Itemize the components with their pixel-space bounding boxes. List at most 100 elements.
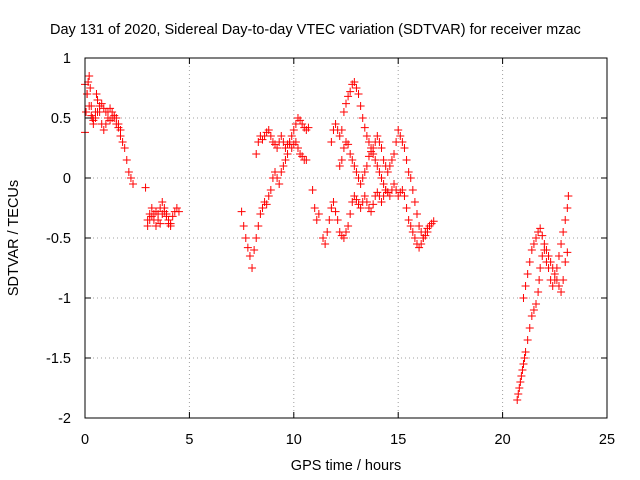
data-point	[323, 228, 332, 236]
data-point	[112, 114, 121, 122]
data-point	[385, 192, 394, 200]
data-point	[542, 246, 551, 254]
data-point	[239, 222, 248, 230]
y-tick-label: -0.5	[46, 231, 71, 247]
x-axis-label: GPS time / hours	[291, 458, 401, 474]
data-point	[350, 162, 359, 170]
data-point	[335, 162, 344, 170]
data-point	[421, 231, 430, 240]
data-point	[344, 222, 353, 230]
data-point	[258, 204, 267, 212]
data-point	[114, 120, 123, 128]
data-point	[550, 270, 559, 278]
data-point	[529, 240, 538, 248]
data-point	[158, 198, 167, 206]
data-point	[174, 207, 183, 216]
data-point	[337, 126, 346, 134]
x-tick-label: 15	[390, 432, 406, 448]
data-point	[377, 198, 386, 206]
y-tick-label: -1	[58, 291, 71, 307]
series-arc-12	[519, 224, 572, 302]
data-point	[373, 162, 382, 170]
data-point	[385, 162, 394, 170]
data-point	[331, 120, 340, 128]
data-point	[321, 240, 330, 248]
data-point	[310, 204, 319, 212]
data-point	[85, 72, 94, 80]
series-arc-07	[252, 126, 311, 164]
data-point	[147, 204, 156, 212]
data-point	[367, 207, 376, 216]
data-point	[356, 204, 365, 212]
y-tick-label: 0	[63, 171, 71, 187]
data-point	[116, 126, 125, 134]
data-point	[410, 234, 419, 242]
data-point	[327, 204, 336, 212]
data-point	[362, 162, 371, 170]
data-point	[86, 84, 95, 92]
data-point	[408, 228, 417, 236]
data-point	[141, 183, 150, 192]
data-point	[93, 96, 102, 104]
data-point	[339, 234, 348, 242]
series-arc-05	[237, 192, 273, 272]
data-point	[350, 78, 359, 86]
data-point	[287, 132, 296, 140]
data-point	[346, 87, 355, 96]
data-point	[557, 288, 566, 296]
x-tick-label: 5	[185, 432, 193, 448]
data-point	[82, 108, 91, 116]
data-point	[532, 234, 541, 242]
data-point	[520, 354, 529, 362]
data-point	[252, 234, 261, 242]
data-point	[369, 200, 378, 209]
data-point	[544, 252, 553, 260]
data-point	[350, 192, 359, 200]
data-point	[266, 132, 275, 140]
data-point	[404, 216, 413, 224]
data-point	[279, 162, 288, 170]
data-point	[354, 200, 363, 209]
data-point	[559, 228, 568, 236]
data-point	[314, 210, 323, 218]
data-point	[273, 144, 282, 152]
data-point	[156, 219, 165, 228]
data-point	[352, 168, 361, 176]
data-point	[398, 186, 407, 194]
data-point	[250, 246, 259, 254]
y-tick-label: 1	[63, 51, 71, 67]
data-point	[383, 188, 392, 197]
data-point	[151, 222, 160, 230]
data-point	[408, 186, 417, 194]
data-point	[348, 198, 357, 206]
data-point	[91, 114, 100, 122]
data-point	[273, 174, 282, 182]
data-point	[281, 156, 290, 164]
data-point	[515, 384, 524, 392]
data-point	[304, 123, 313, 132]
data-point	[383, 168, 392, 176]
data-point	[237, 207, 246, 216]
y-tick-label: -1.5	[46, 351, 71, 367]
data-point	[373, 188, 382, 197]
data-point	[532, 300, 541, 308]
data-point	[352, 84, 361, 92]
data-point	[298, 152, 307, 161]
data-point	[367, 147, 376, 156]
data-point	[564, 192, 573, 200]
data-point	[275, 180, 284, 188]
data-point	[166, 222, 175, 230]
data-point	[561, 258, 570, 266]
y-axis-label: SDTVAR / TECUs	[6, 180, 22, 296]
data-point	[346, 210, 355, 218]
data-point	[339, 144, 348, 152]
data-point	[404, 168, 413, 176]
data-point	[559, 276, 568, 284]
data-point	[312, 216, 321, 224]
data-point	[400, 192, 409, 200]
data-point	[540, 240, 549, 248]
data-point	[379, 180, 388, 188]
x-tick-label: 25	[599, 432, 615, 448]
